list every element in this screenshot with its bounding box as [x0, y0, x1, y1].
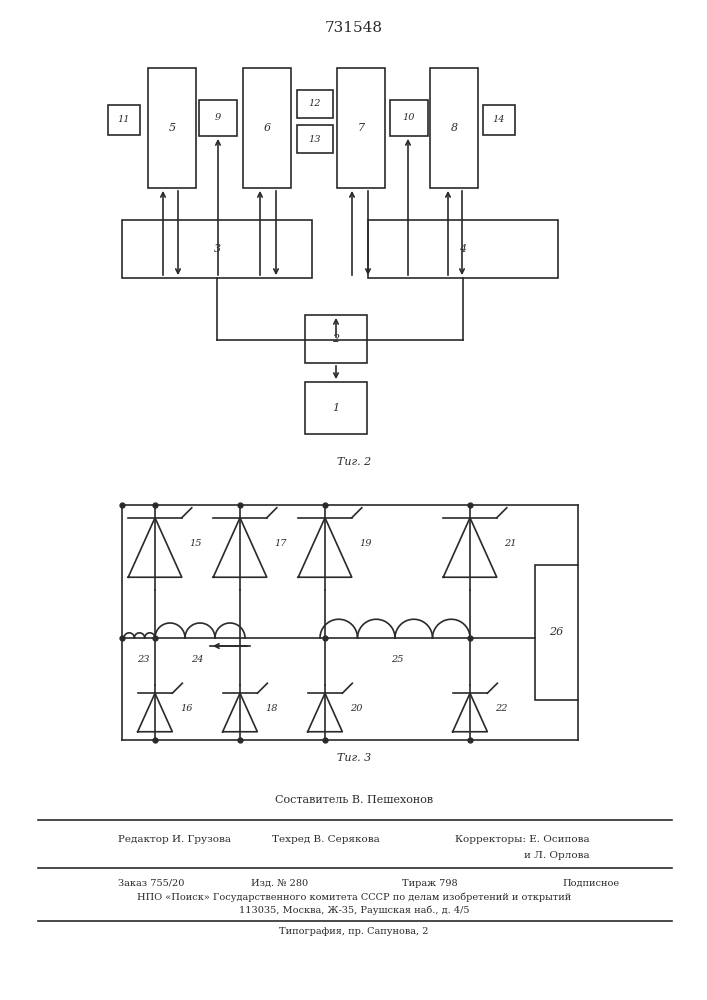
- Bar: [243, 68, 291, 188]
- Text: Типография, пр. Сапунова, 2: Типография, пр. Сапунова, 2: [279, 928, 428, 936]
- Bar: [368, 220, 558, 278]
- Text: 3: 3: [214, 244, 221, 254]
- Bar: [483, 105, 515, 135]
- Text: 25: 25: [391, 656, 404, 664]
- Bar: [297, 125, 333, 153]
- Text: 11: 11: [118, 115, 130, 124]
- Bar: [535, 565, 578, 700]
- Text: 1: 1: [332, 403, 339, 413]
- Text: 6: 6: [264, 123, 271, 133]
- Text: 23: 23: [137, 656, 150, 664]
- Bar: [108, 105, 140, 135]
- Bar: [337, 68, 385, 188]
- Text: 17: 17: [274, 539, 287, 548]
- Bar: [305, 382, 367, 434]
- Text: 8: 8: [450, 123, 457, 133]
- Text: 21: 21: [505, 539, 517, 548]
- Text: Редактор И. Грузова: Редактор И. Грузова: [118, 836, 231, 844]
- Text: 14: 14: [493, 115, 506, 124]
- Bar: [430, 68, 478, 188]
- Text: 4: 4: [460, 244, 467, 254]
- Text: Тираж 798: Тираж 798: [402, 879, 458, 888]
- Text: 12: 12: [309, 100, 321, 108]
- Text: 9: 9: [215, 113, 221, 122]
- Bar: [122, 220, 312, 278]
- Text: Τиг. 2: Τиг. 2: [337, 457, 371, 467]
- Bar: [199, 100, 237, 136]
- Text: 22: 22: [495, 704, 508, 713]
- Text: Заказ 755/20: Заказ 755/20: [118, 879, 185, 888]
- Text: 20: 20: [350, 704, 363, 713]
- Text: Подписное: Подписное: [563, 879, 620, 888]
- Text: НПО «Поиск» Государственного комитета СССР по делам изобретений и открытий: НПО «Поиск» Государственного комитета СС…: [137, 892, 571, 902]
- Bar: [305, 315, 367, 363]
- Text: и Л. Орлова: и Л. Орлова: [525, 850, 590, 859]
- Text: Изд. № 280: Изд. № 280: [252, 879, 308, 888]
- Text: 5: 5: [168, 123, 175, 133]
- Text: 731548: 731548: [325, 21, 383, 35]
- Text: 2: 2: [332, 334, 339, 344]
- Text: Составитель В. Пешехонов: Составитель В. Пешехонов: [275, 795, 433, 805]
- Text: 24: 24: [192, 656, 204, 664]
- Text: 13: 13: [309, 134, 321, 143]
- Text: 10: 10: [403, 113, 415, 122]
- Text: 7: 7: [358, 123, 365, 133]
- Bar: [148, 68, 196, 188]
- Text: 26: 26: [549, 627, 563, 637]
- Text: 19: 19: [360, 539, 372, 548]
- Text: 18: 18: [265, 704, 278, 713]
- Text: Корректоры: Е. Осипова: Корректоры: Е. Осипова: [455, 836, 590, 844]
- Text: Τиг. 3: Τиг. 3: [337, 753, 371, 763]
- Bar: [297, 90, 333, 118]
- Text: 113035, Москва, Ж-35, Раушская наб., д. 4/5: 113035, Москва, Ж-35, Раушская наб., д. …: [239, 905, 469, 915]
- Bar: [390, 100, 428, 136]
- Text: 16: 16: [180, 704, 192, 713]
- Text: 15: 15: [189, 539, 202, 548]
- Text: Техред В. Серякова: Техред В. Серякова: [272, 836, 380, 844]
